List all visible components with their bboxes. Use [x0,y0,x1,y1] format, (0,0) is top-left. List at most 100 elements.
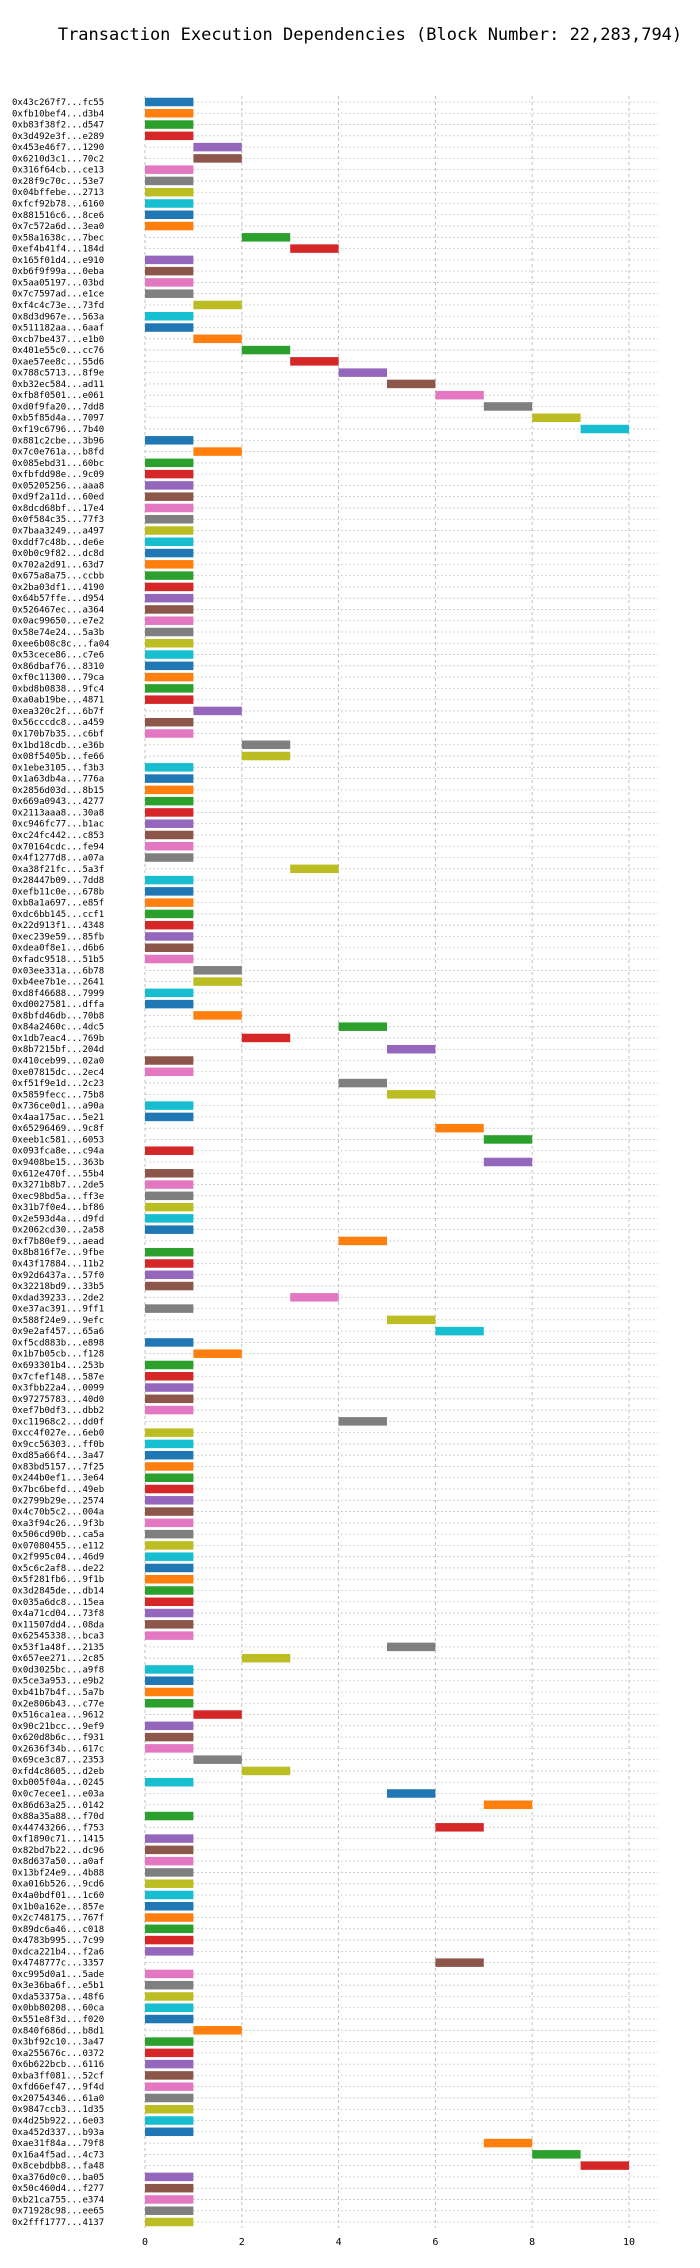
y-tick-label: 0x5ce3a953...e9b2 [12,1677,104,1687]
y-tick-label: 0x70164cdc...fe94 [12,842,104,852]
transaction-bar [145,1394,194,1404]
y-tick-label: 0x657ee271...2c85 [12,1654,104,1664]
transaction-bar [338,1417,387,1426]
y-tick-label: 0x7baa3249...a497 [12,527,104,537]
y-tick-label: 0x5aa05197...03bd [12,278,104,288]
y-tick-label: 0x2fff1777...4137 [12,2218,104,2228]
transaction-bar [483,1157,533,1167]
transaction-bar [145,2172,194,2182]
y-tick-label: 0x702a2d91...63d7 [12,560,104,570]
transaction-bar [145,909,194,919]
y-tick-label: 0x8dcd68bf...17e4 [12,504,104,514]
y-tick-label: 0xd0f9fa20...7dd8 [12,402,104,412]
transaction-bar [145,1620,194,1629]
transaction-bar [241,1033,291,1043]
y-tick-label: 0xa38f21fc...5a3f [12,865,104,875]
y-tick-label: 0x840f686d...b8d1 [12,2026,104,2036]
y-tick-label: 0xef4b41f4...184d [12,245,104,255]
transaction-bar [145,1507,194,1516]
transaction-bar [387,1044,436,1054]
y-tick-label: 0x4a0bdf01...1c60 [12,1891,104,1901]
transaction-bar [145,988,194,998]
transaction-bar [145,999,194,1009]
y-tick-label: 0xf4c4c73e...73fd [12,301,104,311]
y-tick-label: 0x1db7eac4...769b [12,1034,104,1044]
y-tick-label: 0x2e806b43...c77e [12,1699,104,1709]
y-tick-label: 0xfb10bef4...d3b4 [12,109,104,119]
x-tick-label: 8 [529,2237,535,2248]
y-tick-label: 0x53f1a48f...2135 [12,1643,104,1653]
transaction-bar [483,2138,533,2148]
transaction-bar [193,447,242,456]
transaction-bar [387,1315,436,1325]
transaction-bar [145,684,194,693]
y-tick-label: 0x82bd7b22...dc96 [12,1846,104,1856]
y-tick-label: 0x4c70b5c2...004a [12,1508,104,1518]
y-tick-label: 0xcb7be437...e1b0 [12,335,104,345]
y-tick-label: 0x8bfd46db...70b8 [12,1011,104,1021]
transaction-bar [145,875,194,885]
transaction-bar [145,593,194,603]
y-tick-label: 0x05205256...aaa8 [12,481,104,491]
transaction-bar [145,1935,194,1945]
transaction-bar [145,221,194,231]
y-tick-label: 0xefb11c0e...678b [12,887,104,897]
y-tick-label: 0x401e55c0...cc76 [12,346,104,356]
y-tick-label: 0xa0ab19be...4871 [12,696,104,706]
y-tick-label: 0x7c572a6d...3ea0 [12,222,104,232]
y-tick-label: 0xb83f38f2...d547 [12,121,104,131]
y-tick-label: 0x07080455...e112 [12,1541,104,1551]
transaction-bar [145,616,194,625]
transaction-bar [145,2116,194,2125]
y-tick-label: 0xa255676c...0372 [12,2049,104,2059]
transaction-bar [145,1845,194,1855]
y-tick-label: 0x32218bd9...33b5 [12,1282,104,1292]
transaction-bar [145,278,194,287]
y-tick-label: 0xbd8b0838...9fc4 [12,684,104,694]
transaction-bar [290,357,339,366]
transaction-bar [145,1281,194,1291]
y-tick-label: 0xf1890c71...1415 [12,1835,104,1845]
y-tick-label: 0x84a2460c...4dc5 [12,1023,104,1033]
transaction-bar [145,548,194,558]
y-tick-label: 0xa452d337...b93a [12,2128,104,2138]
transaction-bar [145,605,194,614]
y-tick-label: 0x5859fecc...75b8 [12,1090,104,1100]
transaction-bar [145,582,194,592]
transaction-bar [387,1789,436,1798]
y-tick-label: 0xef7b0df3...dbb2 [12,1406,104,1416]
y-tick-label: 0x9e2af457...65a6 [12,1327,104,1337]
transaction-bar [145,2127,194,2137]
transaction-bar [145,639,194,648]
y-tick-label: 0x506cd90b...ca5a [12,1530,104,1540]
transaction-bar [193,142,242,152]
y-tick-label: 0xee6b08c8c...fa04 [12,639,110,649]
transaction-bar [145,323,194,332]
y-tick-label: 0x3fbb22a4...0099 [12,1384,104,1394]
y-tick-label: 0x516ca1ea...9612 [12,1711,104,1721]
y-tick-label: 0x43f17884...11b2 [12,1259,104,1269]
y-tick-label: 0x2e593d4a...d9fd [12,1214,104,1224]
transaction-bar [145,1890,194,1900]
transaction-bar [387,379,436,389]
transaction-bar [387,1642,436,1652]
transaction-bar [145,97,194,107]
y-tick-label: 0x3d2845de...db14 [12,1587,104,1597]
transaction-bar [145,830,194,840]
y-tick-label: 0x28f9c70c...53e7 [12,177,104,187]
y-tick-label: 0x1b0a162e...857e [12,1902,104,1912]
y-tick-label: 0xd85a66f4...3a47 [12,1451,104,1461]
y-tick-label: 0xfcf92b78...6160 [12,199,104,209]
y-tick-label: 0x97275783...40d0 [12,1395,104,1405]
transaction-bar [145,2206,194,2215]
transaction-bar [145,1169,194,1178]
transaction-bar [145,458,194,468]
transaction-bar [338,1078,387,1088]
y-tick-label: 0xf51f9e1d...2c23 [12,1079,104,1089]
bars [145,97,629,2227]
transaction-bar [145,672,194,682]
transaction-bar [580,424,629,434]
y-tick-label: 0x1ebe3105...f3b3 [12,763,104,773]
y-tick-label: 0xb41b7b4f...5a7b [12,1688,104,1698]
x-tick-label: 2 [239,2237,245,2248]
